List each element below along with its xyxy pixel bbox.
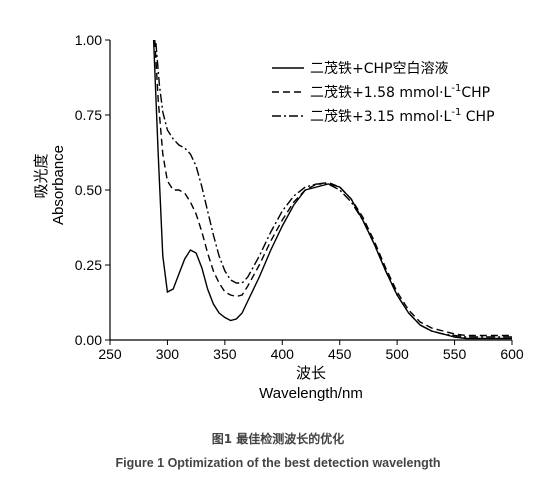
series-line-3 — [155, 42, 512, 338]
x-tick-label: 500 — [385, 346, 409, 362]
y-tick-label: 0.25 — [75, 257, 102, 273]
x-tick-label: 400 — [271, 346, 295, 362]
axes: 250 300 350 400 450 500 550 600 0.00 0.25 0.50 0.75… — [32, 32, 524, 402]
x-axis-title: Wavelength/nm — [259, 385, 363, 402]
y-axis-title: Absorbance — [50, 145, 67, 225]
y-tick-label: 0.50 — [75, 182, 102, 198]
legend-label-3: 二茂铁+3.15 mmol·L-1 CHP — [310, 107, 495, 125]
series-line-1 — [152, 39, 512, 340]
x-tick-label: 250 — [98, 346, 122, 362]
y-tick-label: 0.00 — [75, 332, 102, 348]
legend-label-1: 二茂铁+CHP空白溶液 — [310, 60, 448, 77]
figure-caption-cn: 图1 最佳检测波长的优化 — [211, 432, 345, 446]
x-tick-label: 450 — [328, 346, 352, 362]
figure-caption-en: Figure 1 Optimization of the best detect… — [115, 456, 441, 470]
y-axis-title-cn: 吸光度 — [32, 153, 50, 198]
y-tick-label: 1.00 — [75, 32, 102, 48]
x-axis-title-cn: 波长 — [296, 364, 326, 382]
x-tick-label: 300 — [156, 346, 180, 362]
absorbance-chart: 250 300 350 400 450 500 550 600 0.00 0.25 0.50 0.75… — [32, 32, 524, 402]
x-tick-label: 350 — [213, 346, 237, 362]
legend-label-2: 二茂铁+1.58 mmol·L-1CHP — [310, 83, 490, 101]
plot-lines — [152, 39, 512, 340]
x-tick-label: 550 — [443, 346, 467, 362]
x-tick-label: 600 — [500, 346, 524, 362]
series-line-2 — [154, 39, 512, 337]
y-tick-label: 0.75 — [75, 107, 102, 123]
